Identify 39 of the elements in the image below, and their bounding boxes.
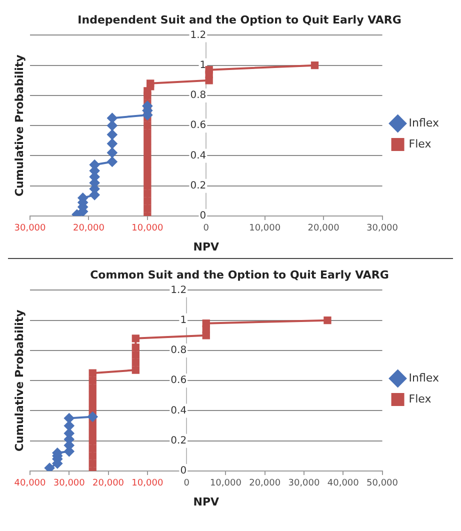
- x-axis-title: NPV: [193, 495, 220, 508]
- y-tick-label: 0.6: [170, 375, 187, 386]
- x-tick-label: 30,000: [288, 478, 320, 489]
- x-tick-label: 30,000: [366, 224, 398, 234]
- y-tick-label: 1.2: [170, 284, 187, 296]
- x-tick-label: 40,000: [327, 478, 360, 489]
- legend-label: Inflex: [408, 371, 440, 384]
- legend-label: Flex: [408, 392, 432, 406]
- y-tick-label: 0.2: [170, 435, 187, 446]
- x-tick-label: 20,000: [92, 478, 124, 489]
- y-tick-label: 1.2: [190, 30, 206, 41]
- x-tick-label: 10,000: [249, 224, 281, 234]
- y-tick-label: 0.4: [190, 150, 206, 162]
- x-tick-label: 10,000: [210, 478, 242, 489]
- x-tick-label: 20,000: [308, 224, 340, 234]
- chart-title: Common Suit and the Option to Quit Early VARG: [90, 268, 389, 282]
- y-tick-label: 1: [200, 60, 206, 71]
- y-tick-label: 0.2: [190, 180, 206, 192]
- legend-label: Inflex: [408, 116, 440, 130]
- y-tick-label: 0.4: [170, 405, 187, 416]
- y-tick-label: 0.6: [190, 120, 206, 132]
- x-tick-label: 20,000: [72, 224, 105, 234]
- chart-title: Independent Suit and the Option to Quit Early VARG: [78, 13, 402, 26]
- x-tick-label: 10,000: [132, 224, 164, 234]
- y-tick-label: 0: [180, 466, 187, 477]
- y-tick-label: 0.8: [170, 345, 187, 356]
- y-tick-label: 1: [180, 314, 187, 326]
- x-tick-label: 40,000: [14, 478, 46, 489]
- y-axis-title: Cumulative Probability: [12, 310, 26, 452]
- x-tick-label: 50,000: [366, 478, 398, 489]
- y-tick-label: 0: [200, 210, 206, 222]
- x-tick-label: 30,000: [53, 478, 86, 489]
- legend-label: Flex: [408, 137, 432, 150]
- y-tick-label: 0.8: [190, 90, 206, 102]
- x-tick-label: 10,000: [132, 478, 164, 489]
- x-axis-title: NPV: [193, 240, 220, 254]
- x-tick-label: 20,000: [249, 478, 281, 489]
- x-tick-label: 30,000: [14, 224, 46, 234]
- y-axis-title: Cumulative Probability: [12, 54, 26, 197]
